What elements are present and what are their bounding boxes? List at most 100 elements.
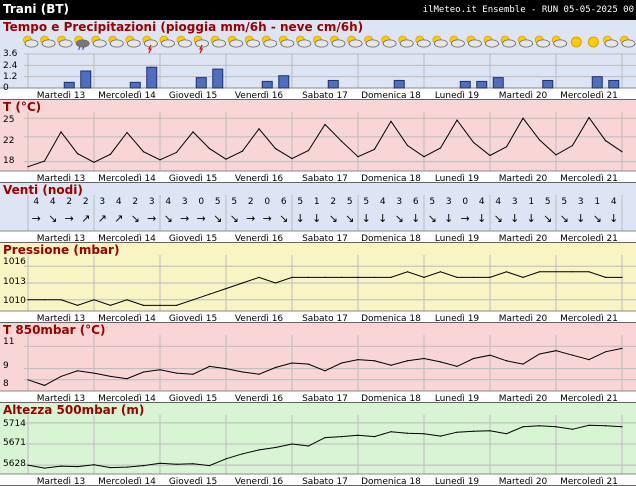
data-point: [93, 372, 95, 374]
data-point: [390, 431, 392, 433]
data-point: [538, 425, 541, 427]
data-point: [357, 156, 359, 158]
data-point: [142, 304, 145, 306]
data-point: [555, 154, 557, 156]
precip-bar: [261, 80, 273, 89]
partly-cloudy-icon: [500, 35, 516, 48]
data-point: [43, 160, 46, 162]
wind-speed-value: 3: [446, 197, 452, 207]
wind-direction-arrow: ↗: [81, 212, 90, 225]
data-point: [588, 271, 590, 273]
data-point: [522, 117, 524, 119]
data-point: [340, 436, 343, 438]
panel-title-band: [0, 20, 636, 32]
data-point: [175, 463, 178, 465]
day-label: Giovedì 15: [169, 314, 217, 323]
day-label: Lunedì 19: [435, 314, 480, 323]
panel-title-band: [0, 403, 636, 415]
partly-cloudy-icon: [364, 35, 380, 48]
cloud-icon-shape: [348, 39, 363, 48]
data-point: [373, 360, 376, 362]
data-point: [27, 166, 29, 168]
pressure-title: Pressione (mbar): [3, 243, 120, 257]
data-point: [43, 467, 46, 469]
temperature-chart: Martedì 13 Mercoledì 14 Giovedì 15 Venerdì …: [0, 100, 636, 183]
day-label: Sabato 17: [302, 314, 348, 323]
precip-y-tick-label: 0: [3, 83, 9, 93]
cloud-icon-shape: [536, 39, 551, 48]
data-point: [192, 373, 194, 375]
data-point: [175, 304, 178, 306]
data-point: [522, 363, 524, 365]
data-point: [456, 431, 458, 433]
raindrop-icon: [78, 46, 81, 51]
cloud-icon-shape: [621, 39, 636, 48]
data-point: [538, 271, 541, 273]
day-label: Lunedì 19: [435, 174, 480, 183]
z500-title: Altezza 500mbar (m): [3, 403, 145, 417]
wind-speed-value: 2: [132, 197, 138, 207]
z500-y-tick-label: 5628: [3, 459, 26, 469]
precip-bar: [393, 79, 405, 89]
wind-speed-value: 3: [396, 197, 402, 207]
partly-cloudy-icon: [432, 35, 448, 48]
wind-direction-arrow: ↘: [593, 212, 602, 225]
wind-title: Venti (nodi): [3, 183, 83, 197]
data-point: [43, 299, 46, 301]
data-point: [126, 378, 128, 380]
day-label-band: [0, 474, 636, 486]
cloud-icon-shape: [92, 39, 107, 48]
day-label: Martedì 20: [499, 91, 548, 100]
data-point: [142, 371, 145, 373]
wind-direction-arrow: ↓: [378, 212, 387, 225]
cloud-icon-shape: [229, 39, 244, 48]
data-point: [93, 464, 95, 466]
precip-bar: [591, 76, 603, 89]
cloud-icon-shape: [144, 39, 158, 48]
day-label: Martedì 20: [499, 477, 548, 486]
day-label: Lunedì 19: [435, 477, 480, 486]
precip-bar: [492, 77, 504, 89]
data-point: [456, 365, 458, 367]
partly-cloudy-icon: [551, 35, 568, 48]
cloud-icon-shape: [212, 39, 227, 48]
partly-cloudy-icon: [483, 35, 499, 48]
data-point: [241, 282, 244, 284]
cloud-icon-shape: [433, 39, 448, 48]
wind-direction-arrow: ↗: [114, 212, 123, 225]
data-point: [522, 276, 524, 278]
temp-y-tick-label: 22: [3, 136, 15, 146]
wind-speed-value: 1: [594, 197, 600, 207]
wind-chart: Martedì 13 Mercoledì 14 Giovedì 15 Venerdì …: [0, 183, 636, 243]
wind-direction-arrow: →: [461, 212, 470, 225]
data-point: [588, 116, 590, 119]
data-point: [60, 465, 62, 467]
cloud-icon-shape: [604, 39, 619, 48]
day-label: Giovedì 15: [169, 174, 217, 183]
day-label: Lunedì 19: [435, 234, 480, 243]
data-point: [373, 276, 376, 278]
press-y-tick-label: 1010: [3, 296, 26, 306]
data-point: [258, 128, 260, 130]
panel-background: [0, 323, 636, 403]
z500-chart: Martedì 13 Mercoledì 14 Giovedì 15 Venerdì …: [0, 403, 636, 486]
heavy-rain-icon: [74, 35, 90, 51]
data-point: [43, 384, 46, 386]
data-point: [357, 359, 359, 361]
location-title: Trani (BT): [3, 2, 70, 16]
wind-speed-value: 5: [231, 197, 237, 207]
wind-speed-value: 3: [99, 197, 105, 207]
panel-background: [0, 100, 636, 183]
wind-speed-value: 4: [611, 197, 617, 207]
data-point: [27, 464, 29, 466]
cloud-icon-shape: [178, 39, 192, 48]
day-label: Martedì 20: [499, 394, 548, 403]
wind-speed-value: 4: [165, 197, 171, 207]
data-point: [423, 156, 425, 158]
data-point: [76, 153, 79, 155]
cloud-icon-shape: [451, 39, 465, 48]
day-label: Domenica 18: [361, 234, 421, 243]
day-label-band: [0, 231, 636, 243]
wind-direction-arrow: →: [197, 212, 206, 225]
day-label: Lunedì 19: [435, 91, 480, 100]
